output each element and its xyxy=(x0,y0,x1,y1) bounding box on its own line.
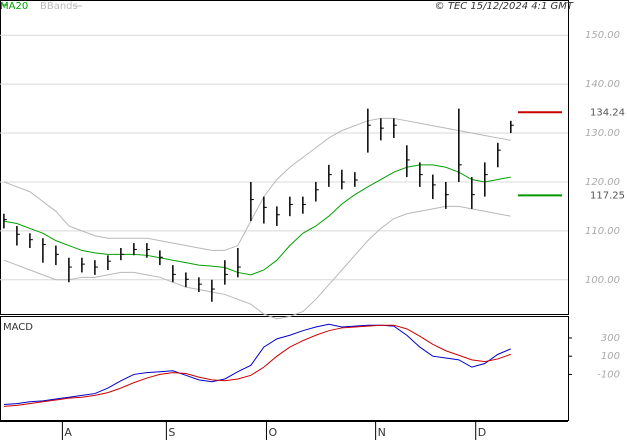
price-level-label: 134.24 xyxy=(590,107,625,118)
ma-line xyxy=(3,164,511,276)
macd-line xyxy=(3,323,512,406)
y-tick-label: 140.00 xyxy=(585,79,620,90)
y-tick-label: 300 xyxy=(601,333,620,344)
macd-title: MACD xyxy=(3,322,33,333)
x-tick-label: A xyxy=(64,426,72,439)
legend-ma: MA20 xyxy=(0,1,28,12)
y-tick-label: 110.00 xyxy=(585,226,620,237)
y-tick-label: 130.00 xyxy=(585,128,620,139)
legend-bbands: BBands xyxy=(40,1,78,12)
price-panel xyxy=(0,0,569,315)
x-tick-label: D xyxy=(478,426,486,439)
bband-upper xyxy=(3,117,511,251)
y-tick-label: 100 xyxy=(601,351,620,362)
x-tick-label: S xyxy=(168,426,175,439)
x-tick-label: N xyxy=(378,426,386,439)
axis: 100.00 110.00 120.00 130.00 140.00 150.00 xyxy=(585,30,620,286)
y-tick-label: 100.00 xyxy=(585,275,620,286)
macd-line xyxy=(3,324,511,407)
y-tick-label: 120.00 xyxy=(585,177,620,188)
source: © TEC 15/12/2024 4:1 GMT xyxy=(435,1,574,12)
x-tick-label: O xyxy=(268,426,277,439)
y-tick-label: -100 xyxy=(597,369,620,380)
macd-panel xyxy=(0,316,569,421)
price-level-label: 117.25 xyxy=(590,190,625,201)
y-tick-label: 150.00 xyxy=(585,30,620,41)
axis: -100 100 300 xyxy=(597,333,620,380)
bband-lower xyxy=(3,205,511,320)
